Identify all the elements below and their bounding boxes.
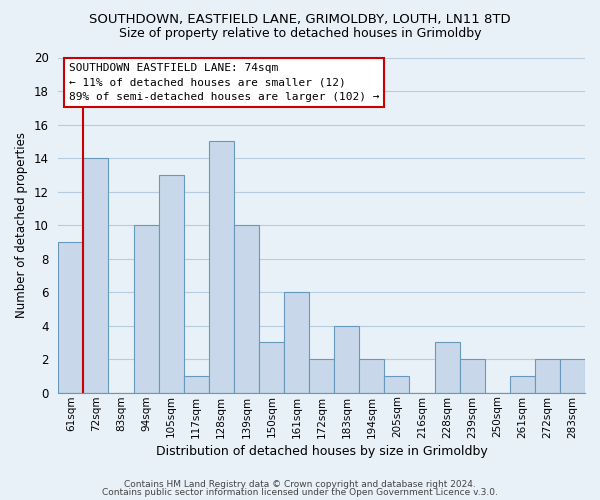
- Bar: [134, 225, 158, 392]
- Bar: [560, 359, 585, 392]
- Bar: [58, 242, 83, 392]
- Bar: [184, 376, 209, 392]
- Bar: [234, 225, 259, 392]
- Bar: [359, 359, 385, 392]
- Bar: [385, 376, 409, 392]
- Bar: [259, 342, 284, 392]
- Text: Contains HM Land Registry data © Crown copyright and database right 2024.: Contains HM Land Registry data © Crown c…: [124, 480, 476, 489]
- Bar: [83, 158, 109, 392]
- Bar: [309, 359, 334, 392]
- Bar: [158, 175, 184, 392]
- Bar: [434, 342, 460, 392]
- Text: SOUTHDOWN EASTFIELD LANE: 74sqm
← 11% of detached houses are smaller (12)
89% of: SOUTHDOWN EASTFIELD LANE: 74sqm ← 11% of…: [69, 62, 379, 102]
- Bar: [209, 142, 234, 392]
- Text: SOUTHDOWN, EASTFIELD LANE, GRIMOLDBY, LOUTH, LN11 8TD: SOUTHDOWN, EASTFIELD LANE, GRIMOLDBY, LO…: [89, 12, 511, 26]
- X-axis label: Distribution of detached houses by size in Grimoldby: Distribution of detached houses by size …: [156, 444, 488, 458]
- Y-axis label: Number of detached properties: Number of detached properties: [15, 132, 28, 318]
- Text: Contains public sector information licensed under the Open Government Licence v.: Contains public sector information licen…: [102, 488, 498, 497]
- Bar: [334, 326, 359, 392]
- Bar: [510, 376, 535, 392]
- Bar: [460, 359, 485, 392]
- Bar: [535, 359, 560, 392]
- Text: Size of property relative to detached houses in Grimoldby: Size of property relative to detached ho…: [119, 28, 481, 40]
- Bar: [284, 292, 309, 392]
